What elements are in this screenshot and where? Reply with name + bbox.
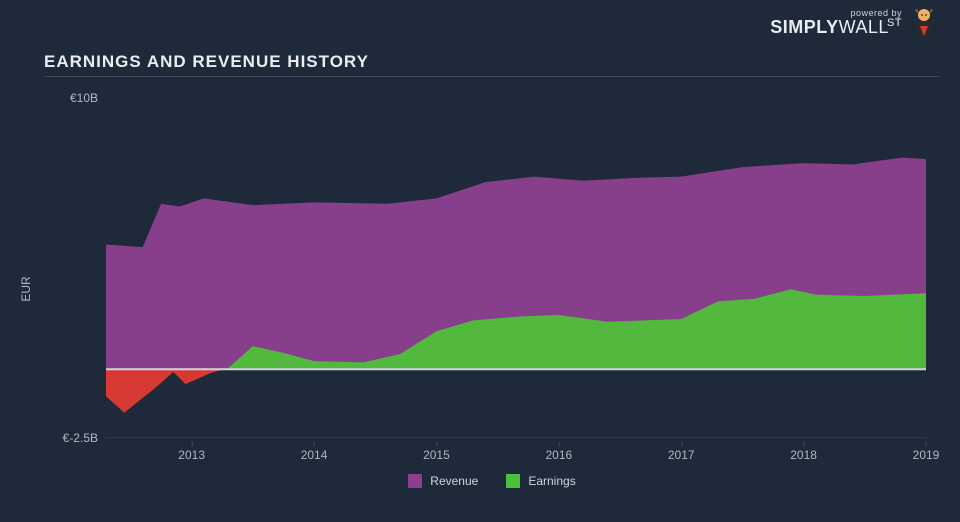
chart-title: EARNINGS AND REVENUE HISTORY <box>44 52 369 72</box>
brand: powered by SIMPLYWALLST <box>770 6 940 38</box>
y-tick-top: €10B <box>38 91 98 105</box>
plot-region <box>106 98 926 438</box>
x-tick: 2015 <box>423 448 450 462</box>
x-ticks: 2013201420152016201720182019 <box>106 442 926 472</box>
brand-powered-by: powered by <box>770 9 902 18</box>
chart-area: EUR €10B €-2.5B 201320142015201620172018… <box>44 90 940 488</box>
plot-svg <box>106 98 926 437</box>
legend-swatch-revenue <box>408 474 422 488</box>
x-tick: 2017 <box>668 448 695 462</box>
y-axis-label: EUR <box>19 276 33 301</box>
brand-text: powered by SIMPLYWALLST <box>770 9 902 36</box>
page-root: { "brand": { "powered": "powered by", "n… <box>0 0 960 522</box>
x-tick: 2014 <box>301 448 328 462</box>
y-tick-bottom: €-2.5B <box>38 431 98 445</box>
legend: Revenue Earnings <box>44 474 940 488</box>
x-tick: 2018 <box>790 448 817 462</box>
bull-logo-icon <box>908 6 940 38</box>
brand-name: SIMPLYWALLST <box>770 18 902 36</box>
title-rule <box>44 76 940 77</box>
legend-label-revenue: Revenue <box>430 474 478 488</box>
legend-label-earnings: Earnings <box>528 474 575 488</box>
x-tick: 2019 <box>913 448 940 462</box>
legend-item-earnings: Earnings <box>506 474 575 488</box>
x-tick: 2016 <box>545 448 572 462</box>
x-tick: 2013 <box>178 448 205 462</box>
legend-item-revenue: Revenue <box>408 474 478 488</box>
legend-swatch-earnings <box>506 474 520 488</box>
